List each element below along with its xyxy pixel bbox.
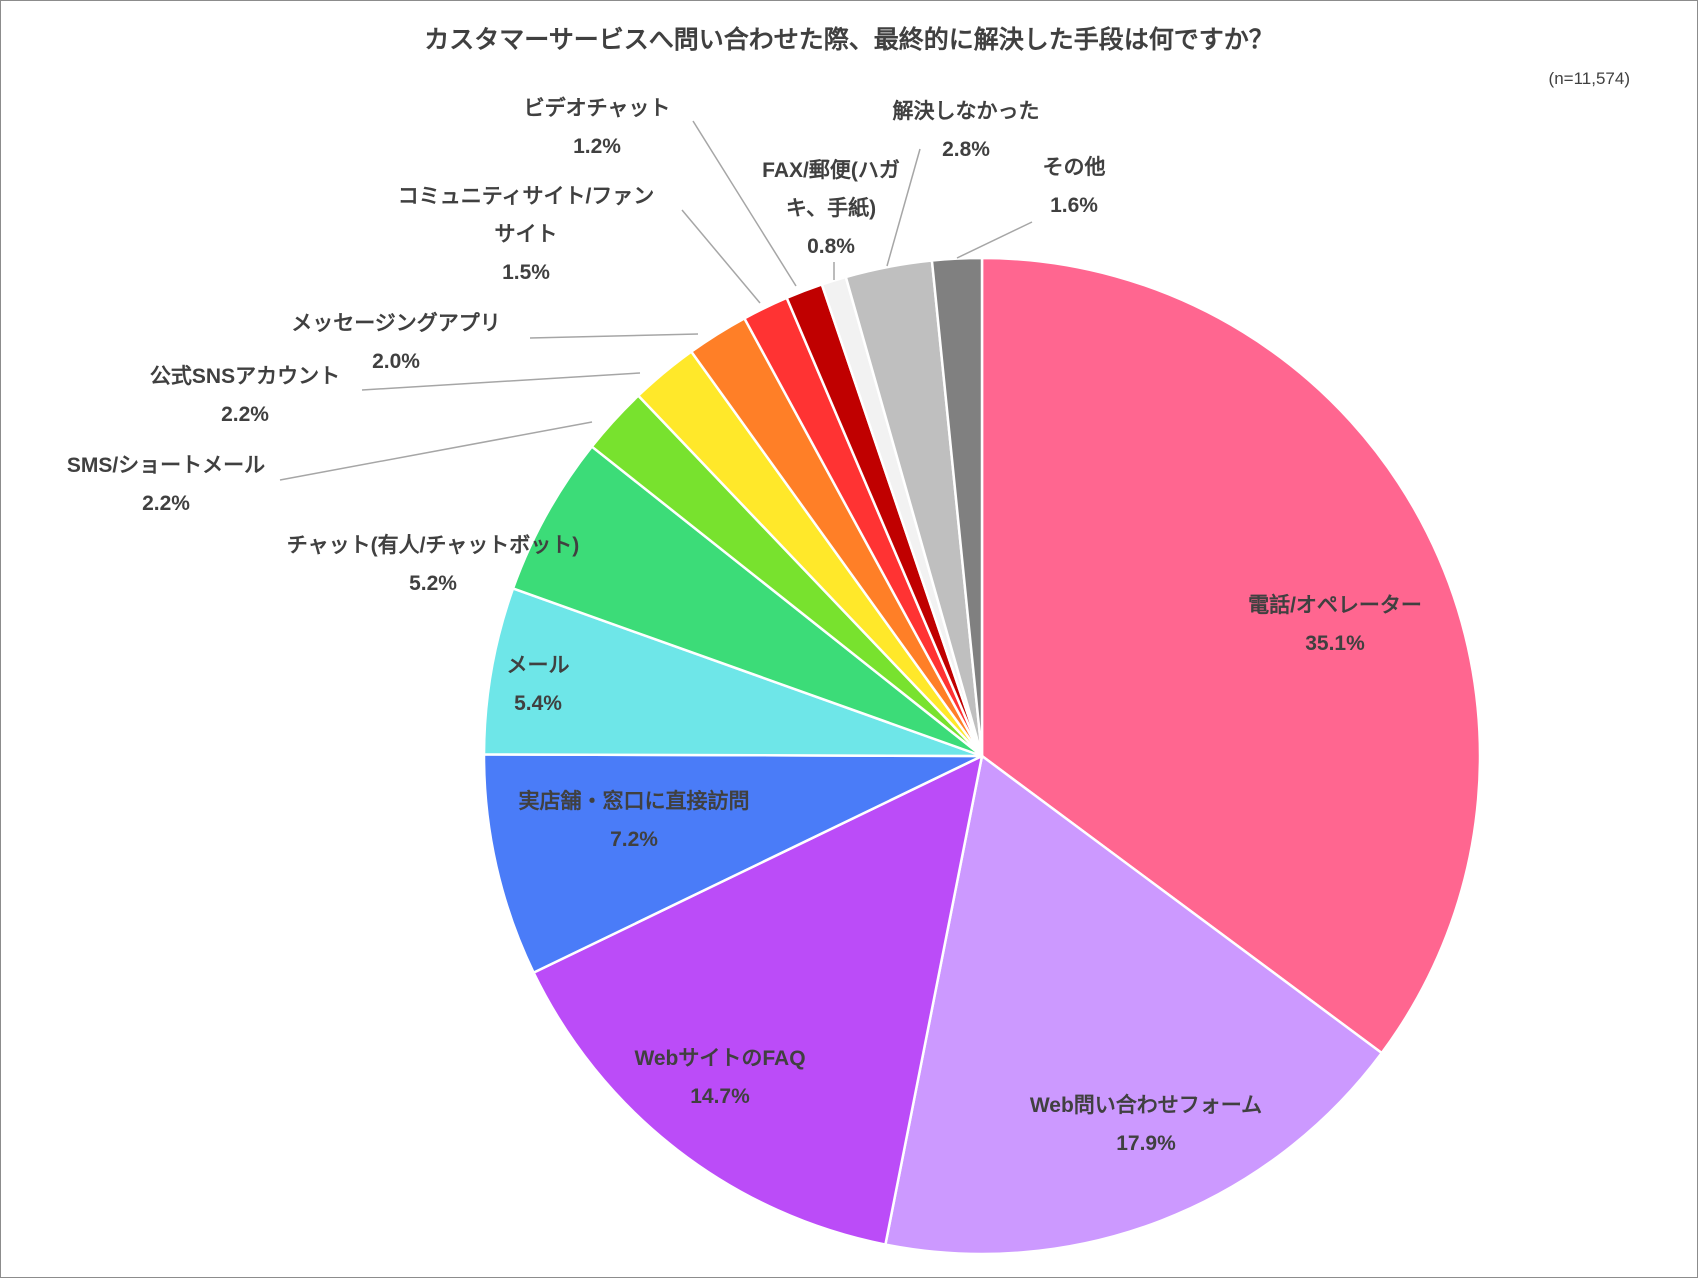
slice-value-12: 0.8% (807, 235, 855, 258)
sample-size-note: (n=11,574) (1549, 69, 1630, 88)
leader-line-11 (692, 120, 797, 287)
slice-value-5: 5.4% (514, 692, 562, 715)
slice-value-6: 5.2% (409, 572, 457, 595)
slice-label-5: メール (507, 654, 570, 677)
leader-line-13 (886, 148, 921, 267)
leader-line-8 (361, 372, 641, 391)
slice-label-10-line-1: コミュニティサイト/ファン (398, 185, 655, 208)
slice-label-3: WebサイトのFAQ (634, 1047, 805, 1070)
slice-label-11: ビデオチャット (524, 96, 671, 120)
slice-label-13: 解決しなかった (893, 99, 1040, 123)
slice-value-10: 1.5% (502, 261, 550, 284)
slice-label-12-line-2: キ、手紙) (786, 196, 876, 220)
slice-label-12-line-1: FAX/郵便(ハガ (762, 158, 900, 182)
slice-label-14: その他 (1043, 156, 1106, 179)
pie-slice-6 (511, 445, 984, 758)
slice-labels: 電話/オペレーター 35.1% Web問い合わせフォーム 17.9% WebサイトのFA… (67, 96, 1422, 1155)
slice-value-14: 1.6% (1050, 194, 1098, 217)
pie-slice-3 (532, 754, 984, 1246)
pie-slice-5 (482, 587, 984, 758)
pie-slice-4 (482, 753, 984, 974)
slice-label-9: メッセージングアプリ (291, 311, 501, 335)
slice-label-7: SMS/ショートメール (67, 454, 265, 477)
slice-value-3: 14.7% (690, 1085, 750, 1108)
slice-value-11: 1.2% (573, 135, 621, 158)
slice-value-8: 2.2% (221, 403, 269, 426)
leader-line-7 (279, 421, 593, 481)
pie-slice-1 (980, 256, 1482, 1055)
slice-label-1: 電話/オペレーター (1248, 593, 1422, 617)
slice-value-4: 7.2% (610, 828, 658, 851)
leader-line-9 (529, 333, 699, 339)
slice-value-7: 2.2% (142, 492, 190, 515)
leader-lines (279, 120, 1033, 481)
pie-slices (482, 256, 1482, 1256)
pie-slice-14 (930, 256, 984, 758)
slice-value-9: 2.0% (372, 350, 420, 373)
slice-value-2: 17.9% (1116, 1132, 1176, 1155)
leader-line-14 (956, 221, 1033, 259)
chart-title: カスタマーサービスへ問い合わせた際、最終的に解決した手段は何ですか？ (424, 25, 1274, 54)
slice-value-13: 2.8% (942, 138, 990, 161)
pie-slice-2 (884, 754, 1383, 1256)
slice-label-2: Web問い合わせフォーム (1030, 1093, 1262, 1117)
slice-label-8: 公式SNSアカウント (150, 365, 340, 388)
slice-label-10-line-2: サイト (495, 223, 558, 246)
slice-value-1: 35.1% (1305, 632, 1365, 655)
leader-line-10 (681, 209, 761, 304)
slice-label-4: 実店舗・窓口に直接訪問 (519, 789, 750, 813)
slice-label-6: チャット(有人/チャットボット) (287, 533, 579, 557)
